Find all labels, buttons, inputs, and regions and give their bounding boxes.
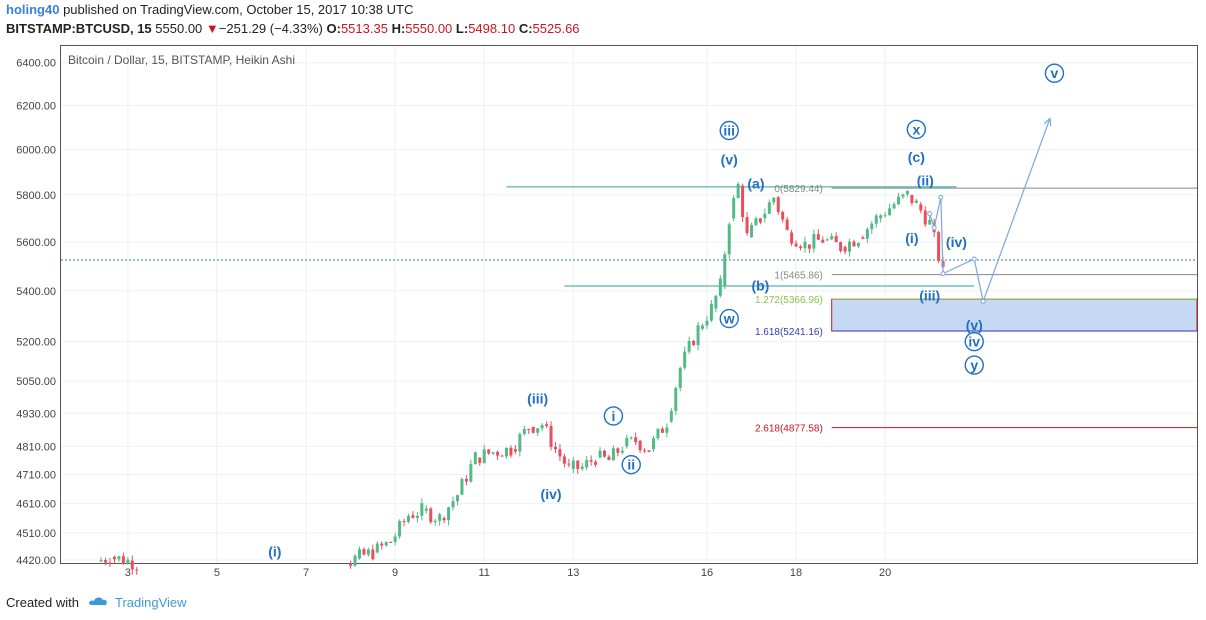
x-tick-label: 11 <box>479 567 490 579</box>
low-label: L: <box>455 21 469 36</box>
y-tick-label: 5800.00 <box>16 190 56 202</box>
y-tick-label: 5400.00 <box>16 286 56 298</box>
x-tick-label: 20 <box>879 567 891 579</box>
price-change: −251.29 (−4.33%) <box>218 21 323 36</box>
publish-line: holing40 published on TradingView.com, O… <box>6 2 413 17</box>
x-tick-label: 3 <box>125 567 131 579</box>
tradingview-logo-icon <box>87 594 109 611</box>
symbol-label: BITSTAMP:BTCUSD, 15 <box>6 21 152 36</box>
y-tick-label: 6200.00 <box>16 100 56 112</box>
y-tick-label: 4610.00 <box>16 498 56 510</box>
down-arrow-icon: ▼ <box>205 21 219 36</box>
high-label: H: <box>391 21 406 36</box>
chart-frame[interactable] <box>60 45 1198 564</box>
y-tick-label: 4810.00 <box>16 441 56 453</box>
y-tick-label: 5200.00 <box>16 337 56 349</box>
last-price: 5550.00 <box>155 21 203 36</box>
close-label: C: <box>518 21 533 36</box>
x-tick-label: 18 <box>790 567 802 579</box>
tradingview-link[interactable]: TradingView <box>114 595 187 610</box>
y-tick-label: 6000.00 <box>16 144 56 156</box>
x-tick-label: 7 <box>303 567 309 579</box>
published-text: published on TradingView.com, October 15… <box>63 2 414 17</box>
y-tick-label: 5600.00 <box>16 237 56 249</box>
x-tick-label: 9 <box>392 567 398 579</box>
ohlc-line: BITSTAMP:BTCUSD, 15 5550.00 ▼−251.29 (−4… <box>6 21 580 36</box>
low-value: 5498.10 <box>468 21 516 36</box>
footer: Created with TradingView <box>6 594 187 611</box>
candle-body <box>135 569 139 571</box>
x-tick-label: 16 <box>701 567 713 579</box>
x-tick-label: 13 <box>567 567 579 579</box>
x-tick-label: 5 <box>214 567 220 579</box>
y-tick-label: 4420.00 <box>16 555 56 567</box>
created-with-text: Created with <box>6 595 79 610</box>
y-tick-label: 4510.00 <box>16 528 56 540</box>
high-value: 5550.00 <box>405 21 453 36</box>
y-tick-label: 4930.00 <box>16 408 56 420</box>
y-tick-label: 4710.00 <box>16 470 56 482</box>
open-label: O: <box>326 21 341 36</box>
close-value: 5525.66 <box>532 21 580 36</box>
y-tick-label: 6400.00 <box>16 58 56 70</box>
open-value: 5513.35 <box>340 21 388 36</box>
y-tick-label: 5050.00 <box>16 376 56 388</box>
author-link[interactable]: holing40 <box>6 2 60 17</box>
